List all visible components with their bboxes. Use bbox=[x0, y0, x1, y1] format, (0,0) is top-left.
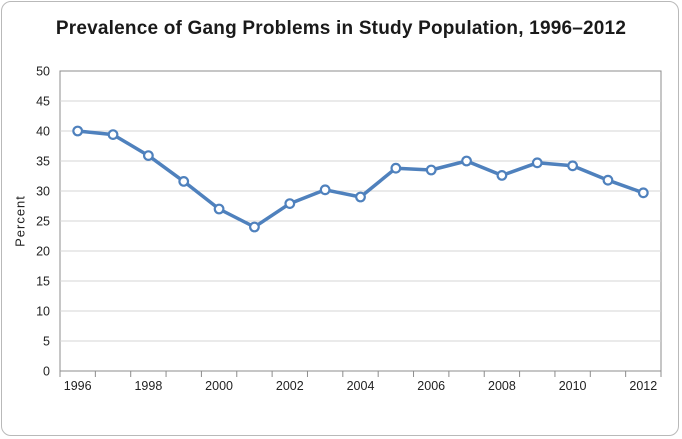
chart-title: Prevalence of Gang Problems in Study Pop… bbox=[55, 18, 627, 39]
x-tick-label-2004: 2004 bbox=[347, 379, 375, 393]
y-axis-label: Percent bbox=[12, 195, 27, 247]
gridlines bbox=[60, 100, 661, 342]
y-tick-label-35: 35 bbox=[36, 155, 50, 169]
x-tick-label-2008: 2008 bbox=[488, 379, 516, 393]
y-tick-label-50: 50 bbox=[36, 65, 50, 79]
data-point-2010 bbox=[567, 160, 579, 172]
data-point-2005 bbox=[390, 162, 402, 174]
y-tick-label-10: 10 bbox=[36, 305, 50, 319]
y-axis-tick-labels: 0 5 10 15 20 25 30 35 40 45 50 bbox=[36, 65, 50, 379]
x-axis-tick-labels: 1996 1998 2000 2002 2004 2006 2008 2010 2012 bbox=[64, 379, 658, 393]
data-point-2009 bbox=[531, 157, 543, 169]
y-tick-label-0: 0 bbox=[43, 365, 50, 379]
data-point-2003 bbox=[319, 184, 331, 196]
data-point-1996 bbox=[72, 125, 84, 137]
data-point-2001 bbox=[249, 221, 260, 233]
y-tick-label-30: 30 bbox=[36, 185, 50, 199]
x-axis-ticks bbox=[59, 371, 662, 377]
data-point-1998 bbox=[142, 150, 154, 162]
data-point-2007 bbox=[461, 155, 472, 167]
data-point-2008 bbox=[496, 169, 508, 181]
x-tick-label-1998: 1998 bbox=[134, 379, 162, 393]
data-points bbox=[72, 125, 649, 233]
x-tick-label-1996: 1996 bbox=[64, 379, 92, 393]
data-point-2004 bbox=[355, 191, 366, 203]
x-tick-label-2000: 2000 bbox=[205, 379, 233, 393]
data-point-1997 bbox=[107, 129, 119, 141]
y-tick-label-20: 20 bbox=[36, 245, 50, 259]
y-tick-label-40: 40 bbox=[36, 125, 50, 139]
data-point-2012 bbox=[637, 187, 649, 199]
x-tick-label-2006: 2006 bbox=[417, 379, 445, 393]
data-point-1999 bbox=[178, 175, 190, 187]
x-tick-label-2012: 2012 bbox=[629, 379, 657, 393]
y-tick-label-25: 25 bbox=[36, 215, 50, 229]
x-tick-label-2002: 2002 bbox=[276, 379, 304, 393]
data-point-2006 bbox=[425, 164, 437, 176]
data-point-2002 bbox=[284, 198, 296, 210]
data-point-2011 bbox=[602, 174, 614, 186]
data-point-2000 bbox=[213, 203, 225, 215]
y-tick-label-5: 5 bbox=[43, 335, 50, 349]
y-tick-label-15: 15 bbox=[36, 275, 50, 289]
x-tick-label-2010: 2010 bbox=[559, 379, 587, 393]
y-tick-label-45: 45 bbox=[36, 95, 50, 109]
